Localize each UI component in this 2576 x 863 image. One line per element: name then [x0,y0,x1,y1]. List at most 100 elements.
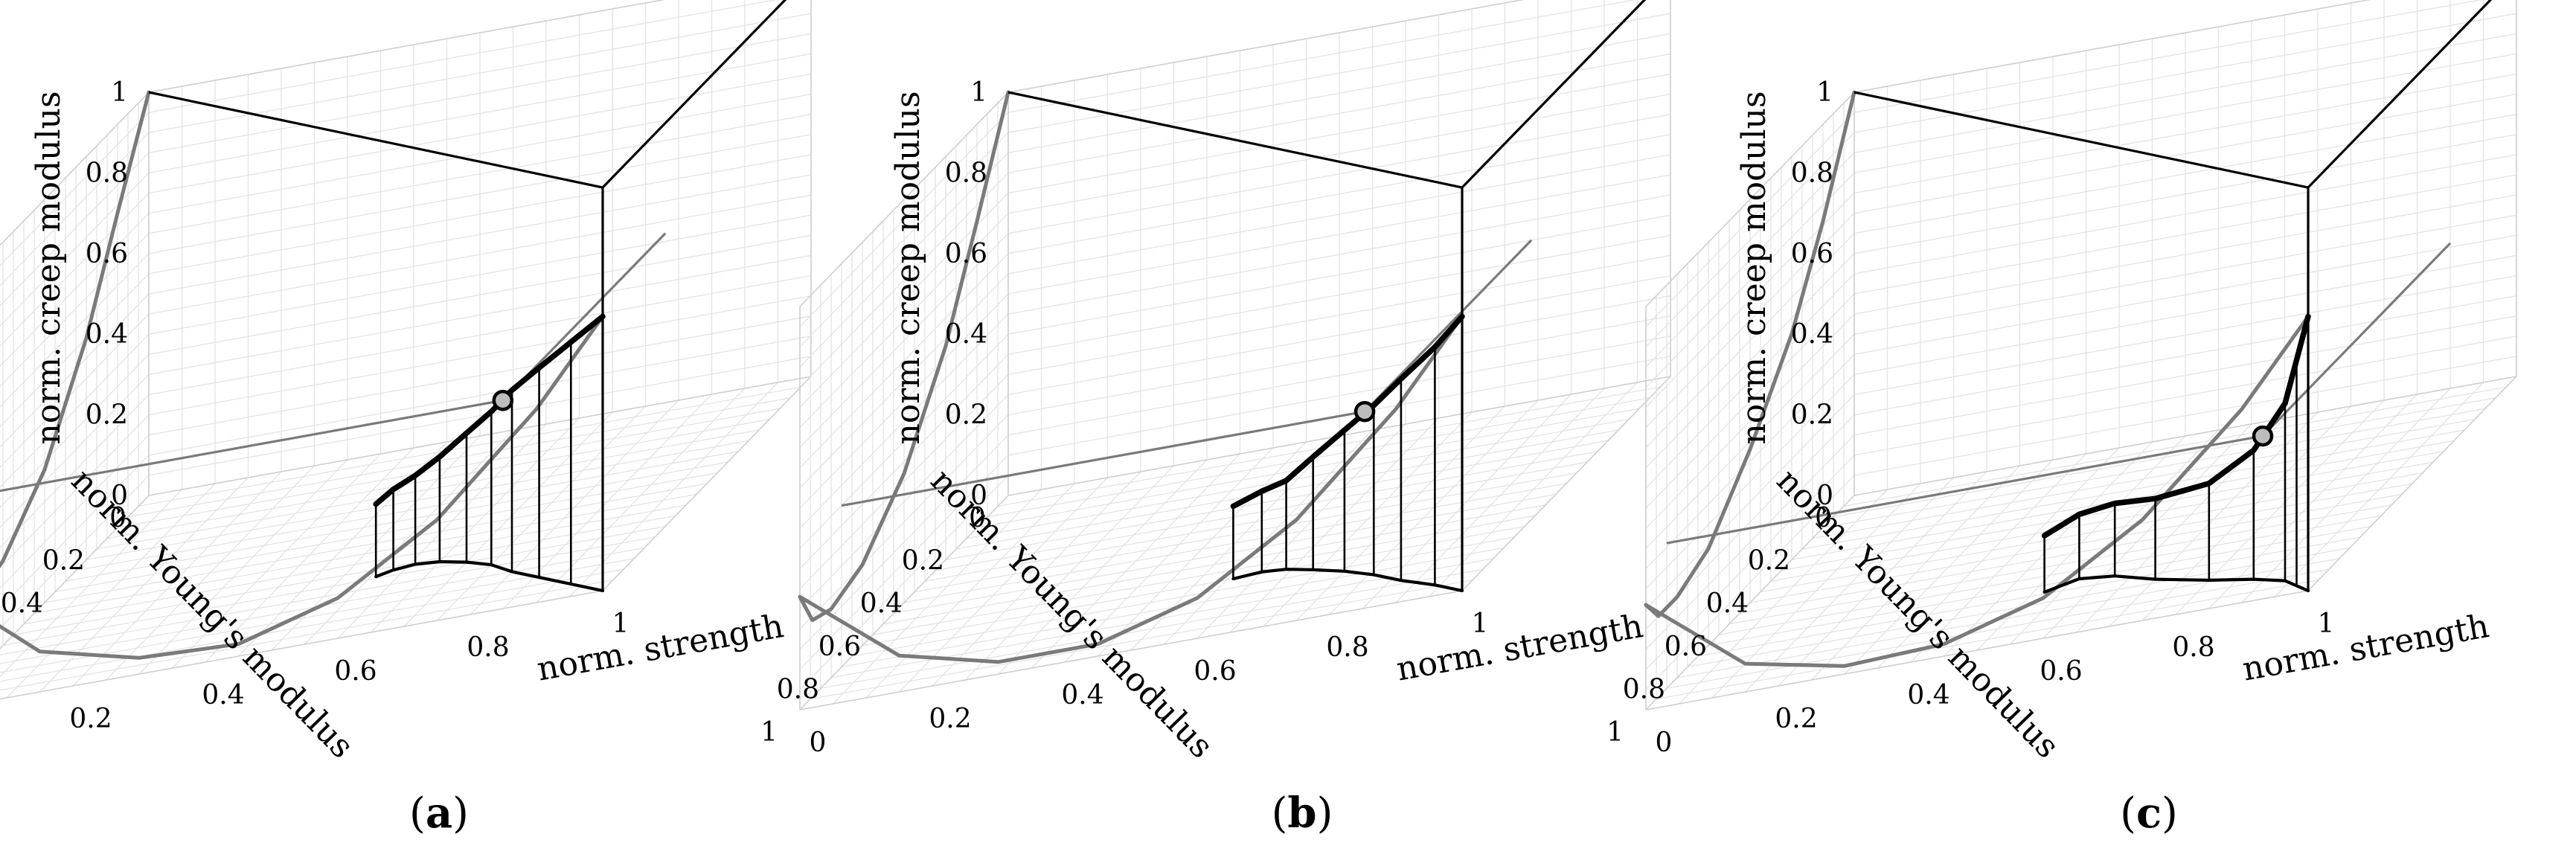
z-tick-label: 0.6 [945,239,987,269]
box-edge [1853,376,2517,496]
grid-line [437,405,646,621]
box-edge [0,92,150,246]
box-edge [799,590,1463,710]
box-edge [148,376,812,496]
grid-line [0,92,150,246]
grid-lines [1645,0,2517,710]
z-tick-label: 0.8 [945,158,987,188]
frame-front-edge [1007,91,1464,591]
y-tick-label: 0.4 [1061,680,1103,710]
grid-line [148,134,812,254]
x-tick-label: 0.6 [0,632,1,662]
z-tick-label: 1 [111,77,128,108]
highlight-point-marker [2252,425,2274,447]
grid-line [1853,0,2483,113]
box-edge [1461,376,1671,591]
x-tick-label: 0.2 [1748,546,1790,577]
z-axis-label: norm. creep modulus [1735,91,1773,444]
box-edge [799,495,1009,710]
y-tick-label: 1 [2318,609,2335,639]
grid-line [1007,13,1671,133]
x-tick-label: 0.6 [818,632,861,662]
grid-line [1007,154,1671,275]
grid-line [1697,536,2361,657]
grid-line [1853,134,2517,254]
z-tick-label: 1 [970,77,987,108]
grid-line [799,293,1009,509]
y-tick-label: 0.8 [1326,632,1368,663]
grid-line [2275,382,2484,597]
highlight-point-marker [492,389,514,411]
y-tick-label: 0 [810,728,827,758]
z-axis-label: norm. creep modulus [30,91,68,444]
highlight-connector-e [1363,239,1533,413]
box-edge [1007,0,1525,93]
grid-line [1656,579,2319,700]
z-tick-label: 0.2 [1791,400,1833,431]
grid-lines [0,0,812,700]
y-tick-label: 0.2 [69,704,112,734]
z-tick-label: 0.2 [86,400,128,431]
x-tick-label: 0 [969,503,986,533]
grid-line [851,536,1515,657]
y-tick-label: 0.6 [1194,656,1236,687]
grid-line [1007,93,1671,214]
grid-line [872,515,1536,635]
y-tick-label: 0.8 [2172,632,2214,663]
z-axis-label: norm. creep modulus [889,91,927,444]
z-tick-label: 0.6 [86,239,128,269]
grid-line [0,579,614,691]
grid-line [148,73,812,194]
grid-line [1853,114,2517,234]
y-tick-label: 0 [1656,728,1673,758]
z-tick-label: 0 [1816,481,1833,511]
x-tick-label: 1 [760,717,778,748]
panel-label-c: (c) [2120,789,2178,838]
grid-line [1362,394,1571,609]
grid-line [0,233,150,388]
grid-line [1645,112,1855,327]
x-tick-label: 0.6 [1665,632,1707,662]
y-tick-label: 0.6 [334,656,377,687]
grid-line [23,504,687,625]
grid-line [148,33,812,153]
grid-line [1164,429,1373,645]
grid-line [1645,213,1855,429]
grid-line [33,493,697,615]
grid-line [2,525,666,647]
grid-line [148,53,812,174]
z-tick-label: 0.6 [1791,239,1833,269]
grid-line [1853,13,2517,133]
box-edge [1853,0,2371,93]
grid-line [0,172,150,327]
grid-line [2142,405,2351,621]
grid-line [2241,388,2451,603]
grid-line [403,411,613,627]
grid-line [1645,152,1855,368]
x-tick-label: 0 [109,503,126,533]
series-pareto-3d [1230,313,1465,510]
x-tick-label: 0.4 [1706,588,1749,619]
grid-line [810,579,1473,700]
panel-b: 0 0.2 0.4 0.6 0.8 1 0 0.2 0.4 0.6 0.8 1 1 0.8 0.6 0.4 0.… [760,0,1671,838]
box-edge [1645,92,1855,307]
grid-line [1007,53,1671,174]
grid-line [893,493,1557,615]
highlight-connector-s [0,399,504,493]
grid-line [1666,568,2330,689]
grid-line [0,273,150,428]
z-tick-label: 0.4 [1791,319,1833,350]
series-sc-projection [0,314,605,660]
grid-line [0,293,150,448]
grid-line [1007,114,1671,234]
series-es-projection [374,559,605,593]
frame-top-edge [2307,0,2493,189]
grid-line [503,394,712,609]
grid-line [13,515,676,635]
grid-line [0,536,656,655]
grid-line [1007,0,1637,113]
series-es-projection [1231,568,1464,593]
grid-line [0,132,150,286]
z-tick-label: 0.8 [1791,158,1833,188]
z-tick-label: 0 [970,481,987,511]
